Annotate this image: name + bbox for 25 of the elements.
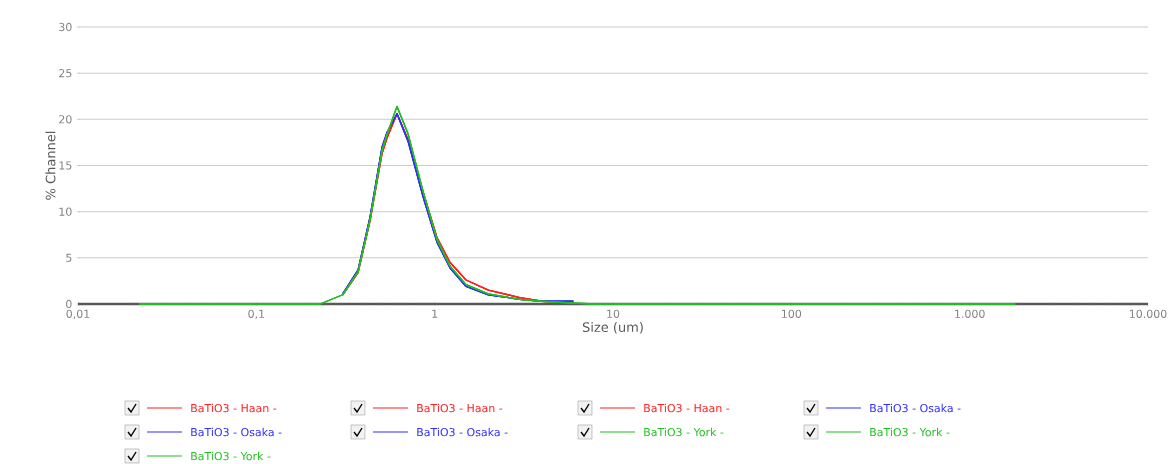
legend-label: BaTiO3 - Haan - (644, 403, 730, 413)
legend-label: BaTiO3 - Osaka - (870, 403, 961, 413)
x-tick-label: 100 (782, 309, 802, 318)
y-tick-label: 5 (66, 253, 72, 262)
legend-label: BaTiO3 - York - (191, 451, 271, 461)
legend-label: BaTiO3 - Haan - (417, 403, 503, 413)
y-tick-label: 20 (59, 115, 72, 124)
y-tick-label: 30 (59, 22, 72, 32)
x-tick-label: 1 (432, 309, 438, 318)
x-tick-label: 10 (607, 309, 620, 318)
y-tick-label: 25 (59, 69, 72, 78)
legend-label: BaTiO3 - Haan - (191, 403, 277, 413)
legend-label: BaTiO3 - Osaka - (191, 427, 282, 437)
y-axis-title: % Channel (45, 131, 56, 200)
y-tick-label: 0 (66, 299, 72, 309)
x-tick-label: 0,1 (248, 309, 265, 320)
x-axis-title: Size (um) (582, 321, 643, 334)
x-tick-label: 0,01 (66, 309, 90, 320)
y-tick-label: 15 (59, 161, 72, 170)
legend-label: BaTiO3 - York - (644, 427, 724, 437)
x-tick-label: 10.000 (1129, 309, 1167, 318)
legend-label: BaTiO3 - Osaka - (417, 427, 508, 437)
x-tick-label: 1.000 (955, 309, 985, 318)
legend-label: BaTiO3 - York - (870, 427, 950, 437)
y-tick-label: 10 (59, 207, 72, 216)
